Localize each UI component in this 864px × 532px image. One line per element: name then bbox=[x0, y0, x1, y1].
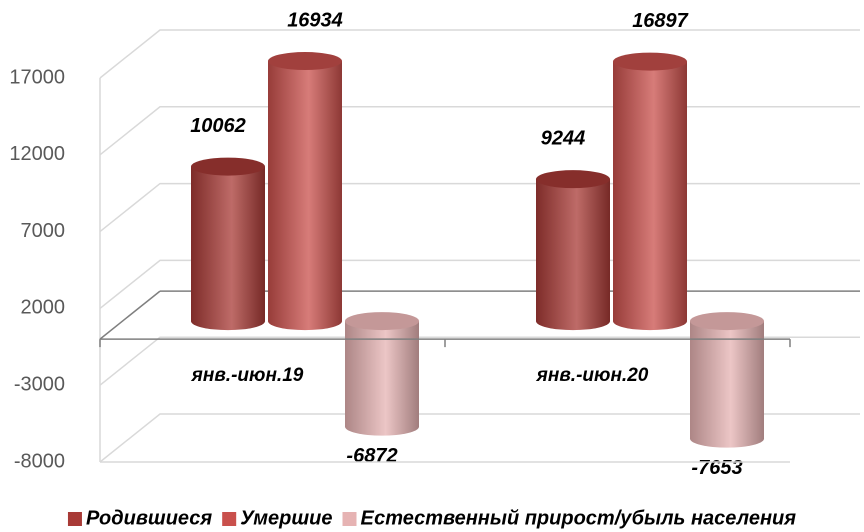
legend-swatch bbox=[67, 512, 82, 526]
bar bbox=[690, 312, 764, 448]
value-label: 16934 bbox=[287, 9, 343, 31]
bar bbox=[613, 52, 687, 331]
floor-line bbox=[99, 290, 161, 340]
y-tick-label: 7000 bbox=[21, 220, 66, 242]
bar bbox=[268, 52, 342, 331]
y-tick-label: -8000 bbox=[14, 450, 65, 472]
bar-body bbox=[191, 166, 265, 322]
value-label: -7653 bbox=[691, 457, 742, 479]
y-tick-label: 2000 bbox=[21, 297, 66, 319]
bar-top bbox=[191, 157, 265, 176]
bar-top bbox=[613, 52, 687, 71]
bar-body bbox=[690, 321, 764, 439]
value-label: 16897 bbox=[632, 10, 688, 32]
legend: Родившиеся Умершие Естественный прирост/уб… bbox=[67, 507, 797, 529]
y-tick-label: 12000 bbox=[9, 143, 65, 165]
bar-top bbox=[345, 312, 419, 331]
y-tick-label: 17000 bbox=[9, 66, 65, 88]
bar bbox=[536, 170, 610, 331]
bar-body bbox=[268, 61, 342, 322]
x-tick-label: янв.-июн.19 bbox=[191, 365, 304, 386]
bar-top bbox=[690, 312, 764, 331]
y-tick-label: -3000 bbox=[14, 373, 65, 395]
legend-label: Родившиеся bbox=[86, 507, 212, 529]
legend-label: Умершие bbox=[240, 507, 332, 529]
bar-body bbox=[613, 61, 687, 322]
legend-swatch bbox=[222, 512, 237, 526]
grid-line bbox=[99, 413, 860, 463]
bar-top bbox=[536, 170, 610, 189]
value-label: 10062 bbox=[190, 115, 246, 137]
legend-label: Естественный прирост/убыль населения bbox=[361, 507, 797, 529]
legend-swatch bbox=[342, 512, 357, 526]
bar-top bbox=[268, 52, 342, 71]
bar bbox=[191, 157, 265, 331]
x-tick-label: янв.-июн.20 bbox=[536, 365, 649, 386]
grid-line bbox=[99, 29, 860, 79]
bar-body bbox=[345, 321, 419, 427]
bar bbox=[345, 312, 419, 436]
value-label: -6872 bbox=[346, 445, 397, 467]
value-label: 9244 bbox=[541, 127, 586, 149]
grid-line bbox=[99, 336, 860, 386]
bar-body bbox=[536, 179, 610, 322]
